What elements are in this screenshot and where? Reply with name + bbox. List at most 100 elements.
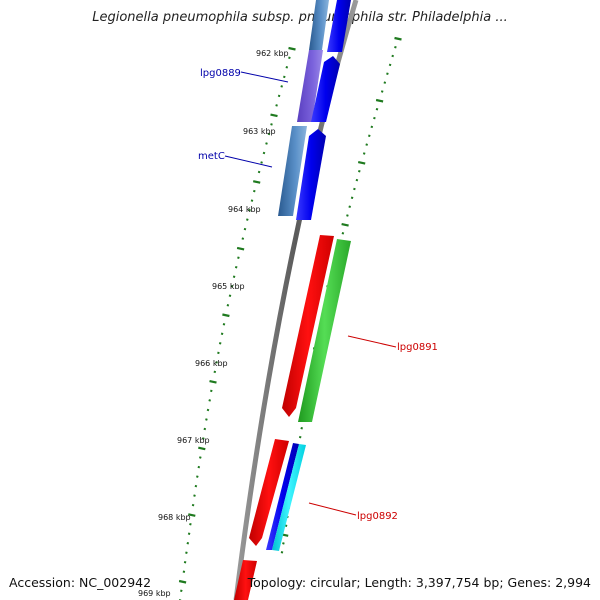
inner-ring-tick (277, 94, 281, 98)
inner-ring-tick (270, 123, 273, 126)
outer-ring-tick (375, 98, 384, 103)
inner-ring-tick (217, 351, 220, 355)
tick-label-964: 964 kbp (228, 205, 261, 214)
gene-lpg0889-partner (311, 56, 340, 122)
inner-ring-tick (260, 161, 263, 164)
inner-ring-tick (205, 418, 208, 421)
tick-label-968: 968 kbp (158, 513, 191, 522)
inner-ring-tick (191, 503, 195, 507)
gene-lpg0889[interactable] (297, 50, 323, 122)
inner-ring-tick (198, 446, 206, 451)
inner-ring-tick (283, 75, 286, 79)
outer-ring-tick (353, 187, 356, 191)
outer-ring-tick (368, 134, 371, 138)
inner-ring-tick (248, 208, 251, 212)
inner-ring-tick (265, 142, 268, 145)
inner-ring-tick (222, 323, 226, 326)
gene-top-right-blue (327, 0, 351, 52)
map-title: Legionella pneumophila subsp. pneumophil… (92, 10, 508, 25)
inner-ring-tick (267, 132, 271, 136)
gene-label-lpg0891[interactable]: lpg0891 (397, 342, 438, 353)
inner-ring-tick (202, 437, 205, 440)
outer-ring-tick (370, 125, 374, 129)
inner-ring-tick (280, 85, 283, 88)
inner-ring-tick (197, 465, 201, 469)
gene-label-lpg0889[interactable]: lpg0889 (200, 68, 241, 79)
inner-ring-tick (180, 589, 183, 593)
inner-ring-tick (288, 46, 296, 51)
inner-ring-tick (188, 513, 196, 517)
outer-ring-tick (355, 178, 359, 182)
inner-ring-tick (285, 66, 289, 69)
outer-ring-tick (341, 223, 349, 227)
inner-ring-tick (206, 408, 210, 412)
inner-ring-tick (234, 265, 238, 269)
inner-ring-tick (243, 227, 247, 231)
inner-ring-tick (189, 522, 192, 526)
inner-ring-tick (253, 189, 256, 193)
inner-ring-tick (275, 104, 278, 107)
outer-ring-tick (298, 435, 302, 439)
inner-ring-tick (262, 151, 266, 155)
inner-ring-tick (257, 170, 261, 174)
outer-ring-tick (391, 54, 394, 58)
inner-ring-tick (203, 427, 207, 431)
inner-ring-tick (218, 342, 222, 345)
outer-ring-tick (346, 214, 349, 217)
leader-metC (224, 155, 273, 168)
inner-ring-tick (182, 570, 186, 573)
inner-ring-tick (232, 275, 236, 278)
gene-lpg0892-cyan[interactable] (272, 444, 306, 551)
outer-ring-tick (358, 169, 361, 173)
inner-ring-tick (236, 246, 245, 251)
inner-ring-tick (237, 256, 240, 259)
tick-label-969: 969 kbp (138, 589, 171, 598)
inner-ring-tick (178, 579, 187, 584)
tick-label-963: 963 kbp (243, 127, 276, 136)
inner-ring-tick (208, 399, 211, 402)
gene-red-bottom (234, 560, 257, 600)
inner-ring-tick (196, 475, 199, 478)
gene-lpg0891[interactable] (298, 239, 351, 422)
inner-ring-tick (186, 541, 190, 545)
leader-lpg0889 (240, 71, 289, 83)
outer-ring-tick (394, 45, 397, 49)
outer-ring-tick (350, 196, 354, 200)
outer-ring-tick (282, 542, 285, 545)
gene-label-lpg0892[interactable]: lpg0892 (357, 511, 398, 522)
inner-ring-tick (226, 304, 230, 307)
inner-ring-tick (194, 484, 198, 488)
inner-ring-tick (288, 56, 291, 60)
outer-ring-tick (341, 232, 345, 235)
tick-label-965: 965 kbp (212, 282, 245, 291)
inner-ring-tick (185, 551, 188, 554)
gene-red-lower (249, 439, 289, 546)
inner-tick-ring (178, 46, 296, 600)
accession-text: Accession: NC_002942 (9, 575, 152, 590)
inner-ring-tick (246, 218, 249, 221)
gene-metC-partner (296, 129, 326, 220)
inner-ring-tick (187, 532, 191, 535)
tick-label-962: 962 kbp (256, 49, 289, 58)
inner-ring-tick (220, 332, 224, 336)
gene-label-metC[interactable]: metC (198, 151, 225, 162)
gene-metC[interactable] (278, 126, 307, 216)
inner-ring-tick (222, 313, 230, 318)
gene-lpg0892-blue[interactable] (266, 443, 299, 550)
inner-ring-tick (241, 237, 245, 240)
inner-ring-tick (228, 294, 232, 297)
topology-text: Topology: circular; Length: 3,397,754 bp… (247, 575, 591, 590)
inner-ring-tick (213, 370, 217, 374)
outer-ring-tick (373, 116, 376, 120)
outer-ring-tick (394, 36, 402, 41)
outer-ring-tick (388, 63, 392, 67)
inner-ring-tick (215, 361, 218, 364)
leader-lpg0891 (347, 335, 397, 348)
gene-red-large (282, 235, 334, 417)
outer-ring-tick (383, 81, 387, 84)
outer-ring-tick (365, 143, 368, 146)
inner-ring-tick (270, 113, 278, 118)
inner-ring-tick (230, 284, 234, 288)
inner-ring-tick (250, 199, 254, 202)
